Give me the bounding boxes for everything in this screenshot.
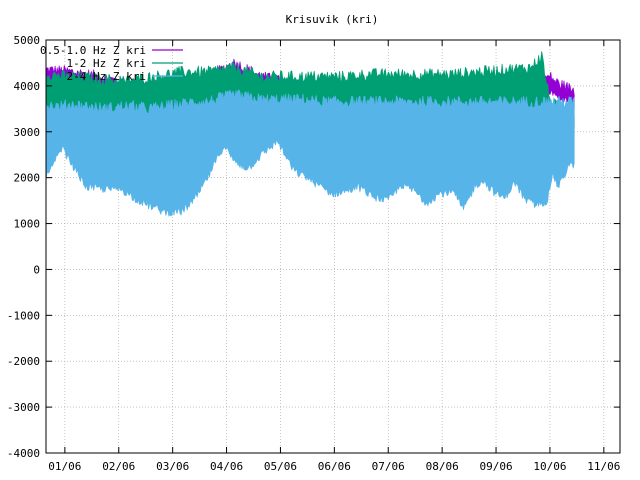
- x-tick-label: 09/06: [479, 460, 512, 473]
- x-tick-label: 02/06: [102, 460, 135, 473]
- y-tick-label: -3000: [7, 401, 40, 414]
- x-tick-label: 11/06: [587, 460, 620, 473]
- y-tick-label: 4000: [14, 80, 41, 93]
- frame-layer: [45, 39, 621, 454]
- x-tick-label: 03/06: [156, 460, 189, 473]
- legend-label: 1-2 Hz Z kri: [67, 57, 146, 70]
- y-tick-label: 1000: [14, 218, 41, 231]
- y-tick-label: 2000: [14, 172, 41, 185]
- x-tick-label: 10/06: [533, 460, 566, 473]
- tick-layer: 5000 4000 3000 2000 1000 0 -1000 -2000 -3000 -400…: [7, 34, 621, 473]
- plot-border: [45, 39, 621, 454]
- x-tick-label: 08/06: [426, 460, 459, 473]
- series-3-group: [45, 89, 575, 217]
- chart-title: Krisuvik (kri): [286, 13, 379, 26]
- y-tick-label: 5000: [14, 34, 41, 47]
- y-tick-label: -4000: [7, 447, 40, 460]
- y-tick-label: 3000: [14, 126, 41, 139]
- x-tick-label: 05/06: [264, 460, 297, 473]
- series-3-band: [45, 89, 575, 217]
- y-tick-label: 0: [33, 263, 40, 276]
- legend-label: 0.5-1.0 Hz Z kri: [40, 44, 146, 57]
- x-tick-label: 06/06: [318, 460, 351, 473]
- x-tick-label: 04/06: [210, 460, 243, 473]
- y-tick-label: -2000: [7, 355, 40, 368]
- legend-label: 2-4 Hz Z kri: [67, 70, 146, 83]
- y-tick-label: -1000: [7, 309, 40, 322]
- series-layer: [45, 51, 575, 217]
- x-tick-label: 07/06: [372, 460, 405, 473]
- x-tick-label: 01/06: [48, 460, 81, 473]
